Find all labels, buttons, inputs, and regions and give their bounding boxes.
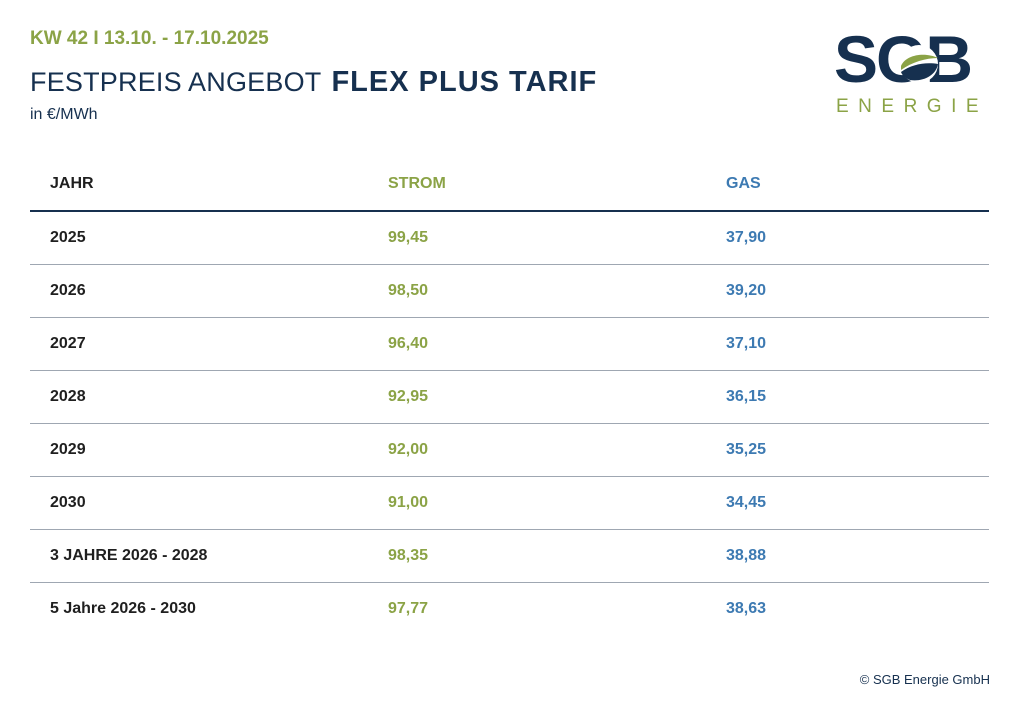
cell-strom: 91,00: [388, 494, 429, 511]
cell-year: 2030: [50, 494, 86, 511]
table-row: 2026 98,50 39,20: [30, 265, 989, 318]
unit-label: in €/MWh: [30, 106, 98, 123]
cell-year: 2029: [50, 441, 86, 458]
title-tariff: FLEX PLUS TARIF: [331, 66, 598, 98]
sgb-logo: SGB ENERGIE: [834, 26, 994, 122]
week-heading: KW 42 I 13.10. - 17.10.2025: [30, 28, 269, 49]
price-table: JAHR STROM GAS 2025 99,45 37,90 2026 98,…: [30, 158, 989, 635]
cell-year: 2026: [50, 282, 86, 299]
cell-strom: 92,95: [388, 388, 429, 405]
cell-strom: 92,00: [388, 441, 429, 458]
cell-gas: 38,88: [726, 547, 767, 564]
cell-gas: 37,10: [726, 335, 767, 352]
table-row: 2028 92,95 36,15: [30, 371, 989, 424]
cell-gas: 34,45: [726, 494, 767, 511]
table-row: 3 JAHRE 2026 - 2028 98,35 38,88: [30, 530, 989, 583]
table-row: 2025 99,45 37,90: [30, 211, 989, 265]
logo-swoosh-icon: [900, 45, 938, 83]
cell-strom: 98,35: [388, 547, 429, 564]
table-row: 2030 91,00 34,45: [30, 477, 989, 530]
page-title: FESTPREIS ANGEBOT FLEX PLUS TARIF: [30, 66, 597, 99]
cell-strom: 99,45: [388, 229, 429, 246]
logo-subtitle: ENERGIE: [836, 96, 989, 117]
cell-strom: 96,40: [388, 335, 429, 352]
table-row: 2029 92,00 35,25: [30, 424, 989, 477]
cell-year: 3 JAHRE 2026 - 2028: [50, 547, 208, 564]
column-header-gas: GAS: [726, 175, 761, 192]
column-header-year: JAHR: [50, 175, 94, 192]
table-row: 2027 96,40 37,10: [30, 318, 989, 371]
table-row: 5 Jahre 2026 - 2030 97,77 38,63: [30, 583, 989, 636]
copyright-notice: © SGB Energie GmbH: [859, 672, 990, 687]
table-header-row: JAHR STROM GAS: [30, 158, 989, 211]
cell-gas: 38,63: [726, 600, 767, 617]
title-offer: FESTPREIS ANGEBOT: [30, 67, 322, 97]
cell-year: 2028: [50, 388, 86, 405]
cell-year: 2027: [50, 335, 86, 352]
cell-year: 2025: [50, 229, 86, 246]
column-header-strom: STROM: [388, 175, 446, 192]
cell-gas: 37,90: [726, 229, 767, 246]
cell-gas: 36,15: [726, 388, 767, 405]
cell-gas: 35,25: [726, 441, 767, 458]
cell-gas: 39,20: [726, 282, 767, 299]
cell-strom: 97,77: [388, 600, 429, 617]
cell-strom: 98,50: [388, 282, 429, 299]
cell-year: 5 Jahre 2026 - 2030: [50, 600, 196, 617]
